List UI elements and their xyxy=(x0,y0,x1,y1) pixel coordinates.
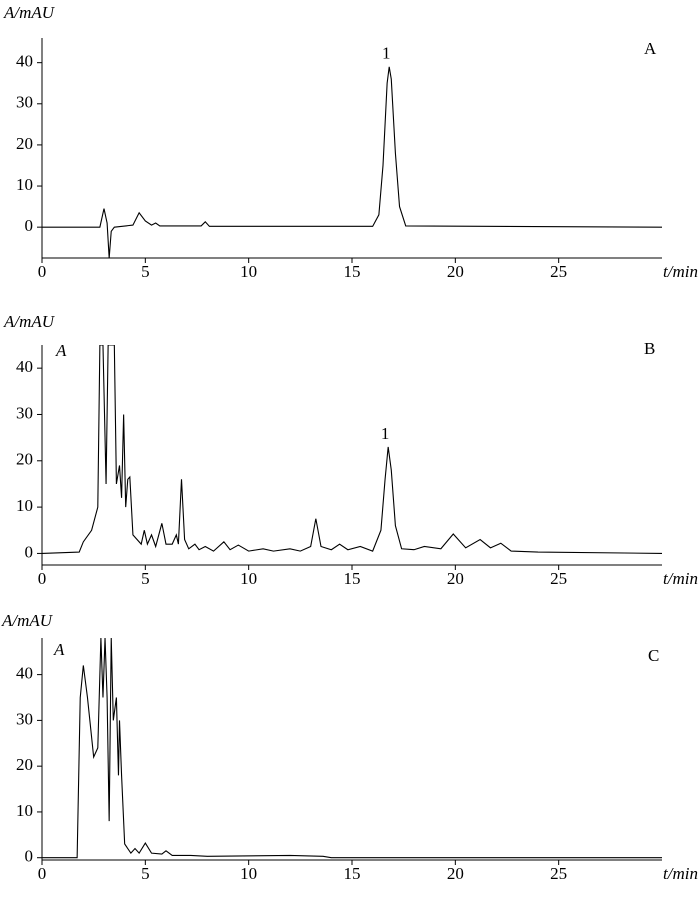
panel-label: B xyxy=(644,339,655,358)
x-tick-label: 5 xyxy=(141,569,150,588)
x-axis-label: t/min xyxy=(663,569,698,588)
trace xyxy=(42,66,662,258)
y-tick-label: 30 xyxy=(16,93,33,112)
y-tick-label: 10 xyxy=(16,801,33,820)
x-tick-label: 0 xyxy=(38,569,47,588)
x-tick-label: 5 xyxy=(141,262,150,281)
y-tick-label: 30 xyxy=(16,709,33,728)
x-tick-label: 15 xyxy=(344,864,361,883)
y-axis-label: A/mAU xyxy=(3,312,56,331)
x-tick-label: 15 xyxy=(344,262,361,281)
y-tick-label: 30 xyxy=(16,403,33,422)
x-tick-label: 20 xyxy=(447,569,464,588)
y-tick-label: 40 xyxy=(16,52,33,71)
y-tick-label: 20 xyxy=(16,450,33,469)
y-tick-label: 20 xyxy=(16,755,33,774)
peak-label: 1 xyxy=(381,424,390,443)
y-tick-label: 10 xyxy=(16,496,33,515)
panel-label: A xyxy=(644,39,657,58)
y-axis-label: A/mAU xyxy=(3,3,56,22)
x-tick-label: 10 xyxy=(240,864,257,883)
x-tick-label: 25 xyxy=(550,864,567,883)
trace xyxy=(42,638,662,859)
x-tick-label: 0 xyxy=(38,262,47,281)
x-tick-label: 20 xyxy=(447,864,464,883)
x-tick-label: 25 xyxy=(550,569,567,588)
x-tick-label: 10 xyxy=(240,569,257,588)
corner-label: A xyxy=(53,640,65,659)
y-tick-label: 20 xyxy=(16,134,33,153)
trace xyxy=(42,345,662,554)
x-tick-label: 10 xyxy=(240,262,257,281)
y-tick-label: 0 xyxy=(25,847,34,866)
x-tick-label: 0 xyxy=(38,864,47,883)
corner-label: A xyxy=(55,341,67,360)
x-tick-label: 25 xyxy=(550,262,567,281)
y-tick-label: 40 xyxy=(16,357,33,376)
y-axis-label: A/mAU xyxy=(1,611,54,630)
x-axis-label: t/min xyxy=(663,262,698,281)
panel-label: C xyxy=(648,646,659,665)
y-tick-label: 0 xyxy=(25,216,34,235)
x-tick-label: 20 xyxy=(447,262,464,281)
y-tick-label: 0 xyxy=(25,542,34,561)
x-axis-label: t/min xyxy=(663,864,698,883)
y-tick-label: 40 xyxy=(16,664,33,683)
x-tick-label: 5 xyxy=(141,864,150,883)
x-tick-label: 15 xyxy=(344,569,361,588)
peak-label: 1 xyxy=(382,44,391,63)
y-tick-label: 10 xyxy=(16,175,33,194)
